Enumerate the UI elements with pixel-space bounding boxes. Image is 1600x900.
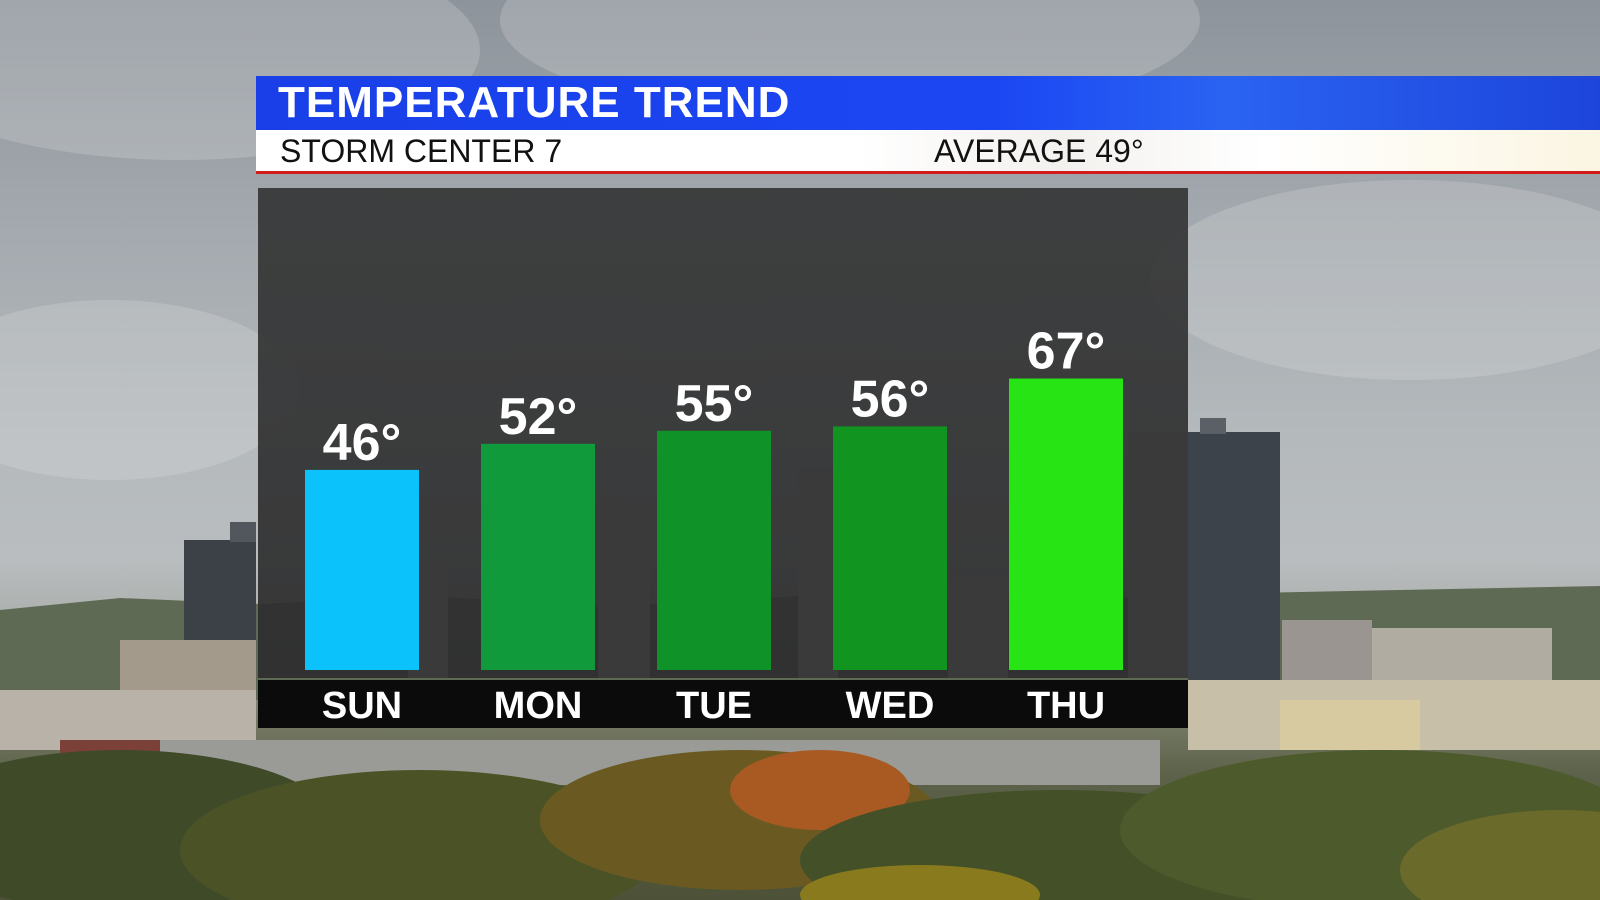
day-label-sun: SUN xyxy=(322,685,402,727)
bar-tue xyxy=(657,430,771,670)
bar-mon xyxy=(481,443,595,670)
chart-title: TEMPERATURE TREND xyxy=(278,78,791,127)
value-label-sun: 46° xyxy=(323,414,402,472)
title-banner: TEMPERATURE TREND xyxy=(256,76,1600,130)
bar-sun xyxy=(305,469,419,670)
temperature-bar-chart: 46° SUN 52° MON 55° TUE 56° WED 67° THU xyxy=(258,188,1188,728)
day-label-tue: TUE xyxy=(676,685,752,727)
value-label-mon: 52° xyxy=(499,388,578,446)
bar-wed xyxy=(833,426,947,670)
bar-thu xyxy=(1009,378,1123,670)
day-label-mon: MON xyxy=(494,685,583,727)
value-label-thu: 67° xyxy=(1027,323,1106,381)
cloud-shape xyxy=(0,300,300,480)
station-name: STORM CENTER 7 xyxy=(280,133,563,169)
day-label-strip xyxy=(258,680,1188,728)
average-temperature: AVERAGE 49° xyxy=(934,133,1144,169)
labels-group: 46° SUN 52° MON 55° TUE 56° WED 67° THU xyxy=(322,323,1105,727)
value-label-wed: 56° xyxy=(851,370,930,428)
cloud-shape xyxy=(1150,180,1600,380)
value-label-tue: 55° xyxy=(675,375,754,433)
day-label-wed: WED xyxy=(846,685,935,727)
panel-building-silhouettes xyxy=(408,433,1188,678)
subtitle-banner: STORM CENTER 7 AVERAGE 49° xyxy=(256,130,1600,174)
temperature-chart-panel: 46° SUN 52° MON 55° TUE 56° WED 67° THU xyxy=(258,188,1188,728)
day-label-thu: THU xyxy=(1027,685,1105,727)
bars-group xyxy=(305,378,1123,670)
